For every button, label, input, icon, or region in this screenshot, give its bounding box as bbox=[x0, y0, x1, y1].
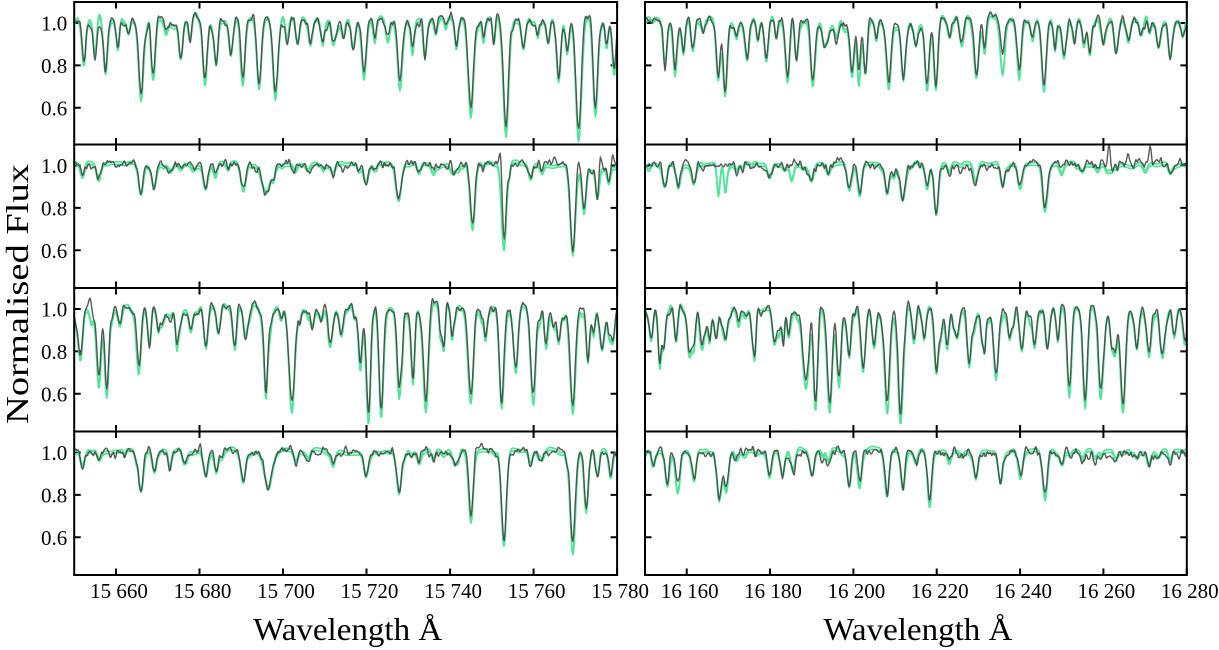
svg-text:15 720: 15 720 bbox=[341, 579, 399, 603]
svg-text:1.0: 1.0 bbox=[41, 298, 67, 322]
svg-text:15 660: 15 660 bbox=[90, 579, 148, 603]
svg-text:16 220: 16 220 bbox=[911, 579, 969, 603]
svg-text:16 180: 16 180 bbox=[744, 579, 802, 603]
svg-text:0.8: 0.8 bbox=[41, 197, 67, 221]
svg-text:15 760: 15 760 bbox=[508, 579, 566, 603]
svg-text:Wavelength Å: Wavelength Å bbox=[253, 611, 442, 647]
svg-text:16 260: 16 260 bbox=[1078, 579, 1136, 603]
svg-text:Wavelength Å: Wavelength Å bbox=[823, 611, 1012, 647]
svg-text:15 740: 15 740 bbox=[424, 579, 482, 603]
svg-text:16 240: 16 240 bbox=[994, 579, 1052, 603]
svg-text:0.6: 0.6 bbox=[41, 526, 67, 550]
svg-text:0.8: 0.8 bbox=[41, 484, 67, 508]
svg-text:16 280: 16 280 bbox=[1161, 579, 1219, 603]
svg-text:0.6: 0.6 bbox=[41, 239, 67, 263]
svg-text:0.8: 0.8 bbox=[41, 340, 67, 364]
svg-text:Normalised Flux: Normalised Flux bbox=[0, 164, 35, 424]
svg-text:0.8: 0.8 bbox=[41, 54, 67, 78]
svg-text:15 680: 15 680 bbox=[174, 579, 232, 603]
svg-text:0.6: 0.6 bbox=[41, 382, 67, 406]
svg-text:1.0: 1.0 bbox=[41, 12, 67, 36]
svg-text:16 200: 16 200 bbox=[828, 579, 886, 603]
svg-text:15 700: 15 700 bbox=[257, 579, 315, 603]
svg-text:1.0: 1.0 bbox=[41, 154, 67, 178]
svg-text:15 780: 15 780 bbox=[591, 579, 649, 603]
svg-text:0.6: 0.6 bbox=[41, 96, 67, 120]
svg-text:1.0: 1.0 bbox=[41, 441, 67, 465]
svg-text:16 160: 16 160 bbox=[661, 579, 719, 603]
